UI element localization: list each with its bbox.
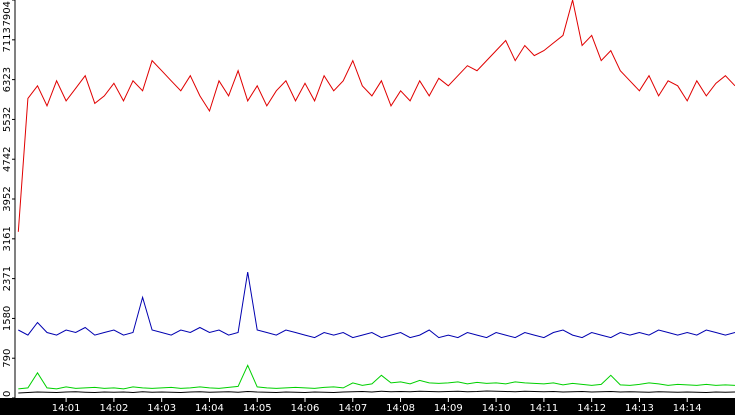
x-tick-label: 14:05 bbox=[243, 403, 272, 414]
x-tick-label: 14:03 bbox=[147, 403, 176, 414]
series-line bbox=[18, 390, 735, 394]
x-tick-label: 14:14 bbox=[673, 403, 702, 414]
y-tick-label: 2371 bbox=[2, 266, 13, 291]
series-line bbox=[18, 364, 735, 390]
x-tick-label: 14:11 bbox=[529, 403, 558, 414]
y-tick-label: 6323 bbox=[2, 67, 13, 92]
x-tick-label: 14:13 bbox=[625, 403, 654, 414]
x-tick-label: 14:06 bbox=[291, 403, 320, 414]
series-line bbox=[17, 0, 735, 232]
x-tick-label: 14:04 bbox=[195, 403, 224, 414]
series-line bbox=[18, 272, 735, 339]
y-tick-label: 7904 bbox=[2, 1, 13, 26]
y-tick-label: 0 bbox=[2, 391, 13, 397]
x-tick-label: 14:02 bbox=[99, 403, 128, 414]
y-tick-label: 5532 bbox=[2, 107, 13, 132]
y-tick-label: 4742 bbox=[2, 146, 13, 171]
y-tick-label: 3161 bbox=[2, 226, 13, 251]
x-axis-band bbox=[0, 398, 735, 415]
x-tick-label: 14:07 bbox=[338, 403, 367, 414]
y-tick-label: 790 bbox=[2, 349, 13, 368]
x-tick-label: 14:01 bbox=[52, 403, 81, 414]
y-tick-label: 7113 bbox=[2, 27, 13, 52]
x-tick-label: 14:08 bbox=[386, 403, 415, 414]
x-tick-label: 14:10 bbox=[482, 403, 511, 414]
x-tick-label: 14:12 bbox=[577, 403, 606, 414]
y-tick-label: 3952 bbox=[2, 186, 13, 211]
x-tick-label: 14:09 bbox=[434, 403, 463, 414]
y-tick-label: 1580 bbox=[2, 306, 13, 331]
